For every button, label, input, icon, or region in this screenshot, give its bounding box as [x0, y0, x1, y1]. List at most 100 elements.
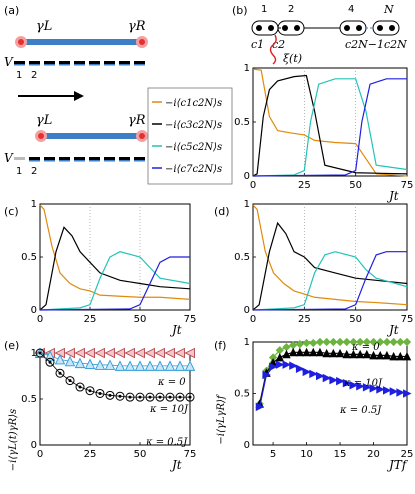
y-tick-label: 0.5	[234, 389, 250, 400]
data-point	[342, 337, 351, 347]
gate-dash	[29, 61, 40, 64]
data-point	[322, 337, 331, 347]
data-point	[315, 347, 325, 357]
chain-top-label-1: 1	[261, 4, 267, 15]
data-point	[74, 357, 86, 369]
v-label-bottom: V	[4, 151, 14, 165]
data-point	[362, 349, 372, 359]
x-axis-label: Jt	[169, 458, 182, 472]
data-point	[44, 350, 56, 361]
data-point	[184, 360, 196, 371]
x-tick-label: 50	[349, 180, 362, 191]
x-tick-label: 0	[250, 314, 256, 325]
x-axis-label: Jt	[386, 189, 399, 203]
x-axis-label: Jt	[169, 323, 182, 337]
data-point	[124, 347, 135, 359]
data-point	[396, 351, 405, 361]
gate-dash	[104, 157, 115, 160]
x-tick-label: 50	[134, 449, 147, 460]
gate-dash	[104, 61, 115, 64]
x-tick-label: 50	[134, 314, 147, 325]
legend-label: −i⟨c7c2N⟩s	[165, 164, 222, 175]
data-point-center	[138, 395, 142, 399]
data-point	[382, 350, 392, 360]
data-point	[349, 337, 358, 347]
series-line	[252, 68, 408, 177]
panel-d-plot: 0 25 50 75 0 0.5 1 Jt	[234, 199, 413, 337]
gate-highlight	[74, 64, 85, 66]
y-tick-label: 0	[244, 305, 250, 316]
data-point	[275, 352, 285, 362]
site-dot	[377, 25, 383, 31]
x-tick-label: 25	[298, 180, 311, 191]
series-line	[252, 74, 408, 177]
data-point	[402, 351, 412, 361]
data-point-center	[188, 395, 192, 399]
data-point	[375, 350, 385, 360]
site-dot	[282, 25, 288, 31]
gate-dash	[89, 157, 100, 160]
gamma-l-label-top: γL	[36, 19, 52, 34]
data-point	[94, 347, 105, 359]
x-axis-label: Jt	[386, 323, 399, 337]
data-point	[269, 362, 278, 371]
site-ellipse	[339, 20, 367, 36]
data-point	[349, 349, 358, 359]
site-ellipse	[372, 20, 400, 36]
panel-e-annot-k05: κ = 0.5J	[145, 437, 188, 448]
data-point	[309, 369, 318, 379]
data-point	[288, 347, 298, 357]
data-point	[396, 337, 405, 347]
data-point	[355, 349, 365, 359]
panel-f-plot: 5 10 15 20 25 0 0.5 1 JTf	[234, 337, 413, 472]
data-point	[84, 358, 96, 369]
data-point	[342, 378, 352, 388]
legend-label: −i⟨c5c2N⟩s	[165, 142, 222, 153]
series-line	[39, 204, 191, 300]
data-point	[145, 392, 155, 402]
data-point	[115, 391, 125, 401]
data-point	[134, 347, 145, 359]
gate-dash	[44, 157, 55, 160]
data-point	[396, 388, 405, 397]
data-point	[55, 368, 65, 378]
data-point	[175, 392, 185, 402]
series-line	[252, 204, 408, 306]
gate-dash	[74, 157, 85, 160]
y-tick-label: 0.5	[234, 252, 250, 263]
y-tick-label: 1	[31, 199, 37, 210]
arrow-head	[74, 91, 84, 101]
panel-e-ylabel: −i⟨γL(t)γR⟩s	[8, 409, 19, 471]
wire-bottom	[40, 133, 143, 139]
site-dot	[294, 25, 300, 31]
data-point	[355, 337, 365, 347]
data-point-center	[148, 395, 152, 399]
data-point	[376, 385, 385, 394]
data-point	[164, 360, 176, 371]
data-point-center	[128, 395, 132, 399]
gates-top	[14, 61, 145, 66]
x-tick-label: 75	[184, 314, 197, 325]
site-dot	[256, 25, 262, 31]
panel-e-annot-k0: κ = 0	[157, 377, 186, 388]
site-dot	[356, 25, 362, 31]
series-line	[39, 226, 191, 311]
gate-dash	[134, 61, 145, 64]
data-point	[114, 360, 126, 371]
site-2-top: 2	[31, 70, 37, 81]
panel-b-plot: 0 25 50 75 0 0.5 1 Jt	[234, 63, 413, 203]
gate-highlight	[44, 160, 55, 162]
data-point	[309, 347, 318, 357]
gate-highlight	[44, 64, 55, 66]
y-tick-label: 0.5	[234, 117, 250, 128]
data-point	[376, 337, 385, 347]
gate-highlight	[119, 160, 130, 162]
data-point	[174, 347, 185, 359]
majorana-left-top-core	[18, 39, 24, 45]
series-line	[252, 221, 408, 311]
x-tick-label: 25	[84, 449, 97, 460]
data-point	[104, 347, 115, 359]
data-point	[302, 347, 311, 357]
x-tick-label: 0	[250, 180, 256, 191]
noise-wiggle	[269, 34, 277, 65]
